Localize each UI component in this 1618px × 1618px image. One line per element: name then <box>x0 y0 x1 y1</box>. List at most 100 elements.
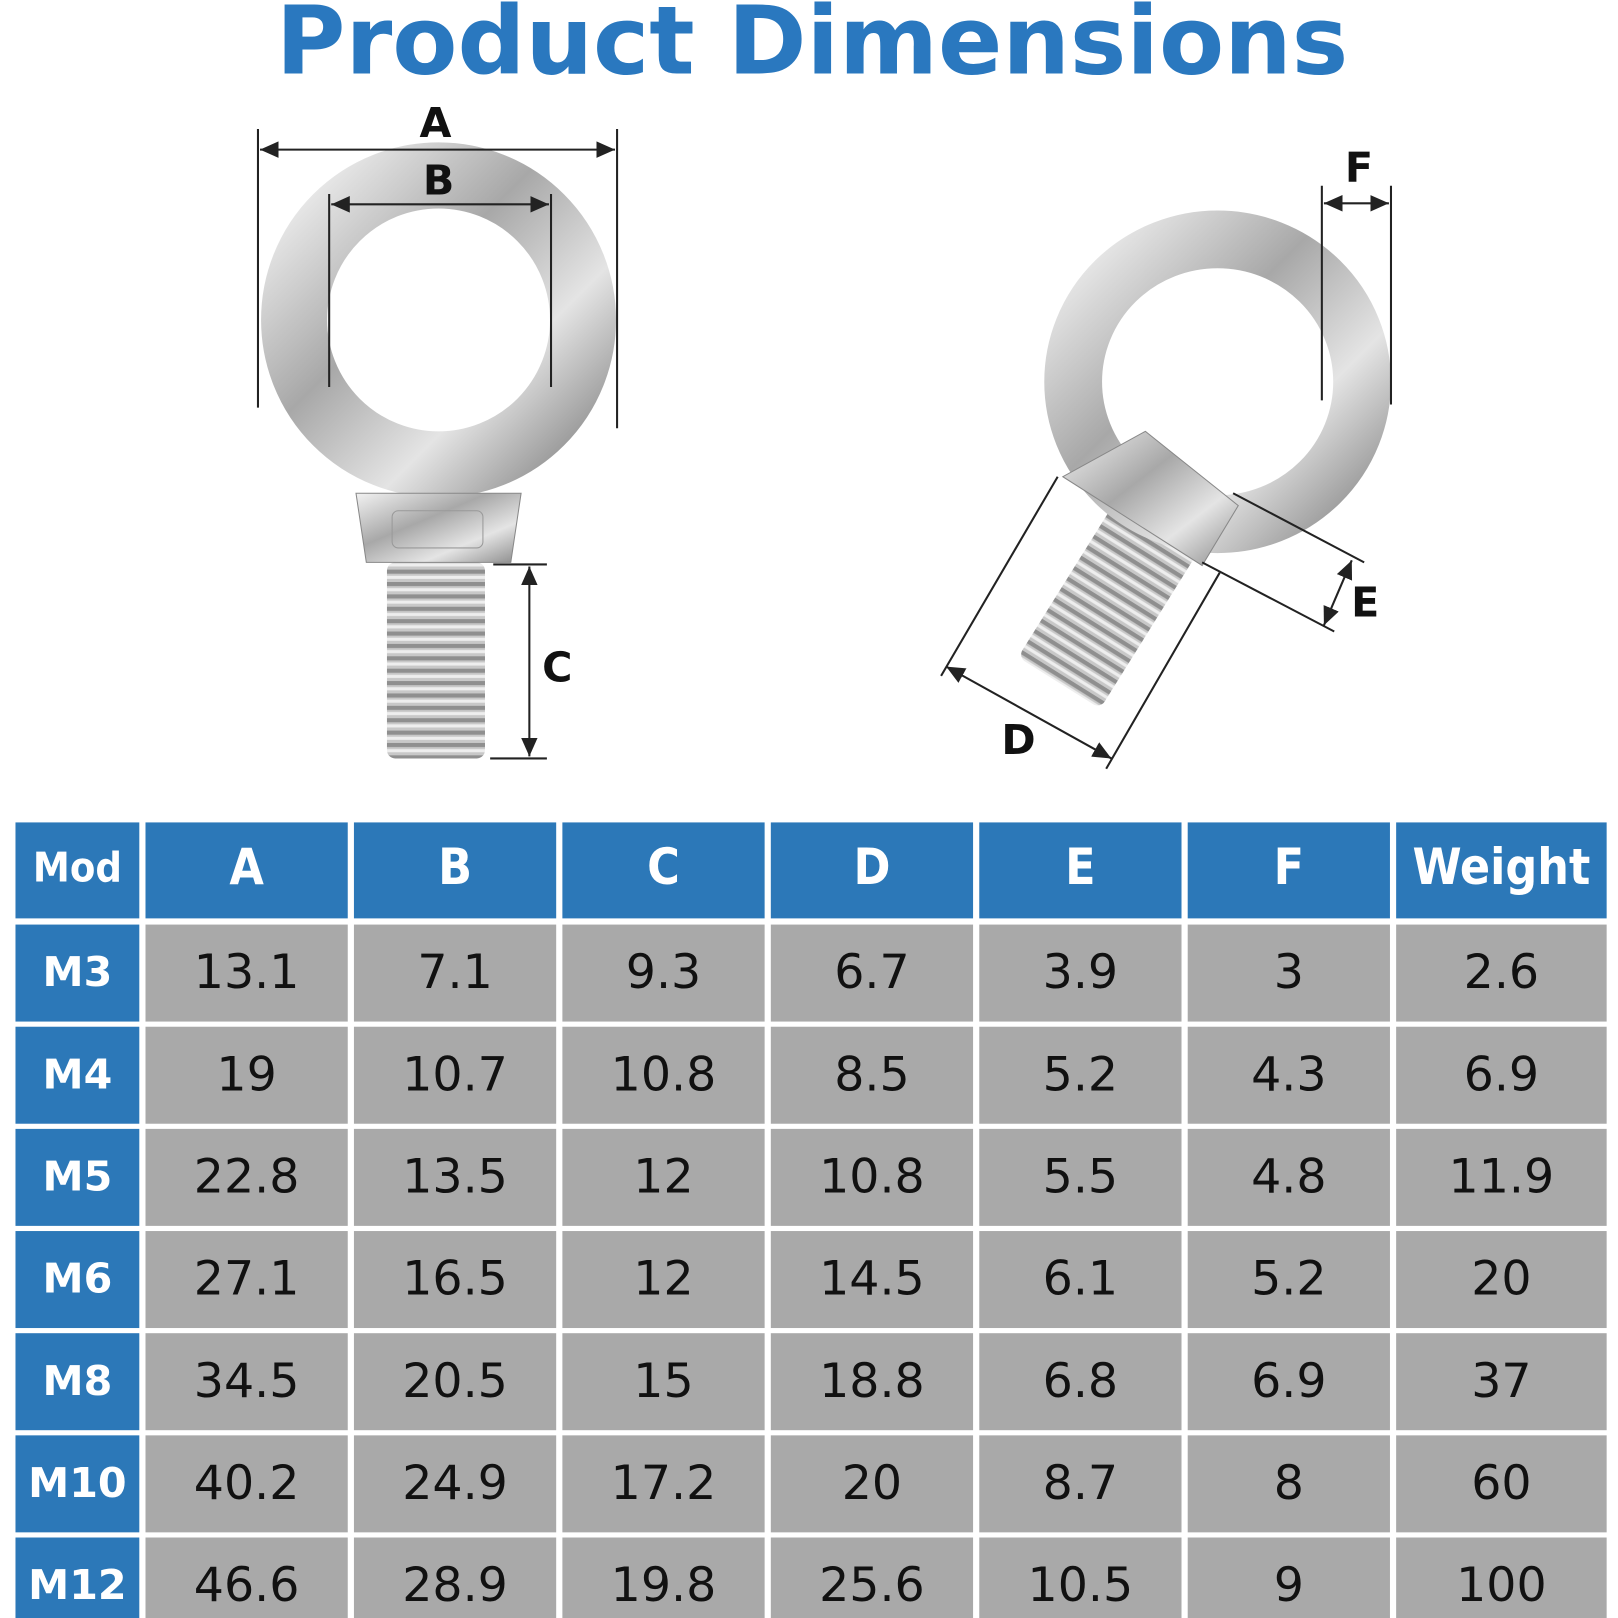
cell-text: 40.2 <box>194 1456 300 1511</box>
cell-text: 24.9 <box>402 1456 508 1511</box>
header-cell <box>1187 822 1390 919</box>
cell-text: 10.8 <box>611 1047 717 1102</box>
cell <box>1187 1435 1390 1533</box>
model-text: M12 <box>28 1561 126 1609</box>
cell <box>1187 1026 1390 1124</box>
cell-text: 3 <box>1274 945 1304 1000</box>
cell-text: 3.9 <box>1043 945 1118 1000</box>
cell-text: 34.5 <box>194 1354 300 1409</box>
header-text: A <box>229 838 264 896</box>
cell <box>1396 924 1607 1022</box>
header-cell <box>770 822 974 919</box>
cell <box>1396 1537 1607 1618</box>
cell-text: 4.8 <box>1251 1149 1326 1204</box>
front-dimension-lines <box>256 128 619 760</box>
cell <box>979 1537 1182 1618</box>
cell <box>979 924 1182 1022</box>
cell-text: 19.8 <box>611 1558 717 1613</box>
header-text: C <box>647 838 680 896</box>
model-cell <box>15 924 140 1022</box>
cell <box>562 1026 765 1124</box>
header-text: Weight <box>1413 838 1591 896</box>
cell-text: 9.3 <box>626 945 701 1000</box>
cell-text: 12 <box>633 1252 693 1307</box>
cell-text: 46.6 <box>194 1558 300 1613</box>
cell <box>1396 1026 1607 1124</box>
header-cell <box>1396 822 1607 919</box>
cell <box>1396 1128 1607 1226</box>
cell <box>1187 1231 1390 1329</box>
cell <box>145 1537 348 1618</box>
cell <box>770 1026 974 1124</box>
model-cell <box>15 1128 140 1226</box>
cell <box>353 1026 557 1124</box>
cell <box>770 1333 974 1431</box>
cell-text: 28.9 <box>402 1558 508 1613</box>
cell <box>1187 1537 1390 1618</box>
cell-text: 8.5 <box>834 1047 909 1102</box>
cell <box>353 1333 557 1431</box>
cell-text: 6.7 <box>834 945 909 1000</box>
cell <box>353 1231 557 1329</box>
header-text: F <box>1274 838 1304 896</box>
cell <box>1396 1333 1607 1431</box>
cell-text: 11.9 <box>1449 1149 1555 1204</box>
cell <box>1187 1128 1390 1226</box>
cell-text: 13.5 <box>402 1149 508 1204</box>
header-cell <box>353 822 557 919</box>
cell <box>1396 1435 1607 1533</box>
cell <box>562 1537 765 1618</box>
header-text: Mod <box>33 843 122 891</box>
cell <box>353 1435 557 1533</box>
cell-text: 10.7 <box>402 1047 508 1102</box>
model-text: M10 <box>28 1459 126 1507</box>
cell <box>979 1026 1182 1124</box>
cell-text: 5.2 <box>1043 1047 1118 1102</box>
cell-text: 8 <box>1274 1456 1304 1511</box>
cell <box>145 1435 348 1533</box>
cell <box>770 1231 974 1329</box>
cell-text: 22.8 <box>194 1149 300 1204</box>
cell-text: 10.5 <box>1028 1558 1134 1613</box>
cell-text: 20 <box>1471 1252 1531 1307</box>
header-cell <box>562 822 765 919</box>
header-text: D <box>853 838 890 896</box>
cell-text: 12 <box>633 1149 693 1204</box>
cell-text: 16.5 <box>402 1252 508 1307</box>
model-text: M3 <box>43 948 113 996</box>
cell-text: 9 <box>1274 1558 1304 1613</box>
cell <box>979 1333 1182 1431</box>
cell-text: 4.3 <box>1251 1047 1326 1102</box>
cell-text: 5.5 <box>1043 1149 1118 1204</box>
cell-text: 10.8 <box>819 1149 925 1204</box>
cell <box>145 1128 348 1226</box>
dimension-table: Mod A B C D E F Weight M3 13.1 7.1 9.3 6.7 3.9 3 2.6 M4 1… <box>15 822 1607 1618</box>
cell <box>562 1231 765 1329</box>
cell <box>979 1128 1182 1226</box>
cell <box>1187 924 1390 1022</box>
side-bolt-illustration <box>1021 210 1391 706</box>
cell-text: 7.1 <box>417 945 492 1000</box>
dimension-label: B <box>423 157 454 205</box>
cell <box>770 924 974 1022</box>
cell <box>353 1128 557 1226</box>
cell-text: 100 <box>1456 1558 1547 1613</box>
dimension-label: E <box>1351 579 1379 627</box>
cell <box>979 1231 1182 1329</box>
cell <box>353 1537 557 1618</box>
cell-text: 15 <box>633 1354 693 1409</box>
header-text: B <box>438 838 472 896</box>
model-cell <box>15 1026 140 1124</box>
cell <box>145 1231 348 1329</box>
cell <box>979 1435 1182 1533</box>
cell <box>145 924 348 1022</box>
cell-text: 8.7 <box>1043 1456 1118 1511</box>
header-cell <box>15 822 140 919</box>
model-cell <box>15 1435 140 1533</box>
cell-text: 13.1 <box>194 945 300 1000</box>
cell-text: 6.8 <box>1043 1354 1118 1409</box>
cell <box>562 1128 765 1226</box>
dimension-label: A <box>419 99 451 147</box>
cell <box>1396 1231 1607 1329</box>
